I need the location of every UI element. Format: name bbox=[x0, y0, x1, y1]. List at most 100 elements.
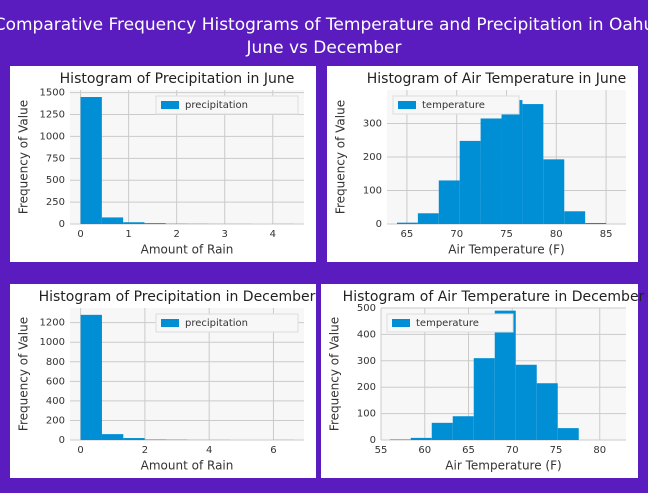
y-tick-label: 1000 bbox=[40, 131, 65, 142]
bar bbox=[396, 222, 418, 224]
x-tick-label: 65 bbox=[401, 229, 414, 240]
x-axis-label: Amount of Rain bbox=[141, 243, 234, 257]
y-tick-label: 600 bbox=[46, 376, 65, 387]
bar bbox=[522, 104, 544, 224]
y-tick-label: 300 bbox=[363, 119, 382, 130]
y-tick-label: 300 bbox=[357, 356, 376, 367]
x-tick-label: 4 bbox=[270, 229, 276, 240]
x-tick-label: 70 bbox=[450, 229, 463, 240]
y-tick-label: 400 bbox=[357, 329, 376, 340]
bar bbox=[80, 97, 102, 224]
y-axis-label: Frequency of Value bbox=[17, 317, 31, 431]
y-tick-label: 1250 bbox=[40, 110, 65, 121]
x-axis-label: Air Temperature (F) bbox=[448, 243, 564, 257]
legend-swatch bbox=[161, 319, 179, 327]
x-tick-label: 65 bbox=[462, 445, 475, 456]
bar bbox=[410, 437, 432, 440]
legend-label: temperature bbox=[416, 318, 479, 329]
chart-panel: Histogram of Precipitation in June 0 250 50… bbox=[10, 66, 316, 262]
bar bbox=[480, 118, 502, 224]
bar bbox=[557, 428, 579, 440]
bar bbox=[452, 416, 474, 440]
y-tick-label: 750 bbox=[46, 153, 65, 164]
y-tick-label: 100 bbox=[363, 186, 382, 197]
y-tick-label: 500 bbox=[46, 175, 65, 186]
bar bbox=[543, 159, 565, 224]
legend-box bbox=[392, 95, 520, 115]
bar bbox=[123, 438, 145, 440]
x-tick-label: 55 bbox=[375, 445, 388, 456]
bar bbox=[101, 434, 124, 440]
bar bbox=[417, 213, 439, 224]
y-tick-label: 0 bbox=[370, 435, 376, 446]
x-tick-label: 70 bbox=[506, 445, 519, 456]
x-tick-label: 75 bbox=[550, 445, 563, 456]
y-tick-label: 1000 bbox=[40, 337, 65, 348]
x-tick-label: 2 bbox=[173, 229, 179, 240]
chart-title: Histogram of Precipitation in December bbox=[39, 289, 316, 305]
y-tick-label: 0 bbox=[59, 219, 65, 230]
y-tick-label: 0 bbox=[376, 219, 382, 230]
page-title: Comparative Frequency Histograms of Temp… bbox=[0, 15, 648, 35]
chart-panel: Histogram of Air Temperature in June 0 100… bbox=[327, 66, 638, 262]
chart-panel: Histogram of Air Temperature in December… bbox=[321, 284, 645, 478]
legend-label: precipitation bbox=[185, 318, 248, 329]
legend-box bbox=[155, 313, 299, 333]
bar bbox=[389, 439, 411, 440]
x-tick-label: 75 bbox=[500, 229, 513, 240]
bar bbox=[585, 222, 607, 224]
y-tick-label: 500 bbox=[357, 303, 376, 314]
legend-box bbox=[386, 313, 514, 333]
bar bbox=[564, 211, 586, 224]
bar bbox=[473, 358, 495, 440]
x-tick-label: 4 bbox=[206, 445, 212, 456]
legend-box bbox=[155, 95, 299, 115]
bar bbox=[144, 223, 166, 224]
x-tick-label: 80 bbox=[593, 445, 606, 456]
legend-swatch bbox=[161, 101, 179, 109]
bar bbox=[123, 222, 145, 224]
y-axis-label: Frequency of Value bbox=[17, 100, 31, 214]
y-tick-label: 800 bbox=[46, 357, 65, 368]
bar bbox=[431, 422, 453, 440]
chart-title: Histogram of Precipitation in June bbox=[60, 71, 295, 87]
y-tick-label: 400 bbox=[46, 396, 65, 407]
x-axis-label: Air Temperature (F) bbox=[445, 459, 561, 473]
bar bbox=[536, 383, 558, 440]
x-axis-label: Amount of Rain bbox=[141, 459, 234, 473]
y-tick-label: 0 bbox=[59, 435, 65, 446]
legend-swatch bbox=[392, 319, 410, 327]
x-tick-label: 1 bbox=[125, 229, 131, 240]
x-tick-label: 80 bbox=[550, 229, 563, 240]
bar bbox=[501, 100, 523, 224]
chart-panel: Histogram of Precipitation in December 0 2… bbox=[10, 284, 316, 478]
y-tick-label: 1500 bbox=[40, 88, 65, 99]
y-axis-label: Frequency of Value bbox=[328, 317, 342, 431]
bar bbox=[438, 180, 460, 224]
chart-title: Histogram of Air Temperature in June bbox=[367, 71, 627, 87]
chart-title: Histogram of Air Temperature in December bbox=[343, 289, 645, 305]
x-tick-label: 85 bbox=[600, 229, 613, 240]
page-subtitle: June vs December bbox=[246, 38, 402, 58]
y-axis-label: Frequency of Value bbox=[334, 100, 348, 214]
bar bbox=[494, 310, 516, 440]
x-tick-label: 3 bbox=[222, 229, 228, 240]
legend-swatch bbox=[398, 101, 416, 109]
x-tick-label: 0 bbox=[77, 229, 83, 240]
y-tick-label: 1200 bbox=[40, 318, 65, 329]
bar bbox=[459, 140, 481, 224]
x-tick-label: 6 bbox=[270, 445, 276, 456]
y-tick-label: 250 bbox=[46, 197, 65, 208]
legend-label: temperature bbox=[422, 100, 485, 111]
legend-label: precipitation bbox=[185, 100, 248, 111]
y-tick-label: 100 bbox=[357, 409, 376, 420]
bar bbox=[515, 364, 537, 440]
y-tick-label: 200 bbox=[363, 152, 382, 163]
bar bbox=[101, 217, 124, 224]
y-tick-label: 200 bbox=[46, 415, 65, 426]
x-tick-label: 60 bbox=[418, 445, 431, 456]
bar bbox=[80, 314, 102, 440]
x-tick-label: 2 bbox=[142, 445, 148, 456]
y-tick-label: 200 bbox=[357, 382, 376, 393]
